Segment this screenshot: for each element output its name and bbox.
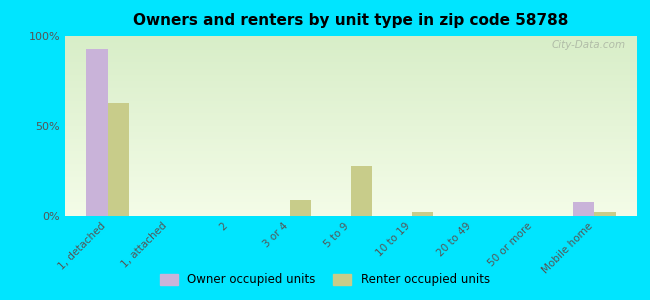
Bar bbox=[351, 166, 372, 216]
Bar bbox=[290, 200, 311, 216]
Bar bbox=[594, 212, 616, 216]
Bar bbox=[108, 103, 129, 216]
Bar bbox=[573, 202, 594, 216]
Title: Owners and renters by unit type in zip code 58788: Owners and renters by unit type in zip c… bbox=[133, 13, 569, 28]
Legend: Owner occupied units, Renter occupied units: Owner occupied units, Renter occupied un… bbox=[155, 269, 495, 291]
Bar bbox=[412, 212, 433, 216]
Text: City-Data.com: City-Data.com bbox=[551, 40, 625, 50]
Bar bbox=[86, 49, 108, 216]
